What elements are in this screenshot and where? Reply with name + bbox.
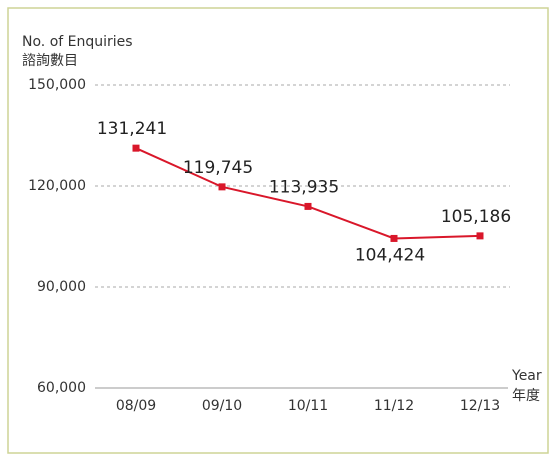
data-label: 104,424 — [355, 245, 425, 265]
data-label: 119,745 — [183, 158, 253, 178]
marker — [476, 232, 484, 240]
data-label: 113,935 — [269, 177, 339, 197]
y-axis-title: No. of Enquiries — [22, 34, 133, 50]
x-tick-label: 10/11 — [288, 398, 328, 414]
marker — [304, 202, 312, 210]
marker — [390, 234, 398, 242]
y-tick-label: 120,000 — [28, 178, 86, 194]
x-axis-title: 年度 — [512, 388, 540, 404]
y-tick-label: 60,000 — [37, 380, 86, 396]
y-axis-title: 諮詢數目 — [22, 52, 78, 69]
marker — [132, 144, 140, 152]
x-tick-label: 09/10 — [202, 398, 242, 414]
x-tick-label: 08/09 — [116, 398, 156, 414]
y-tick-label: 150,000 — [28, 77, 86, 93]
y-tick-label: 90,000 — [37, 279, 86, 295]
x-tick-label: 11/12 — [374, 398, 414, 414]
marker — [218, 183, 226, 191]
data-label: 131,241 — [97, 119, 167, 139]
x-tick-label: 12/13 — [460, 398, 500, 414]
x-axis-title: Year — [511, 368, 542, 384]
chart-frame — [7, 7, 549, 454]
data-label: 105,186 — [441, 207, 511, 227]
